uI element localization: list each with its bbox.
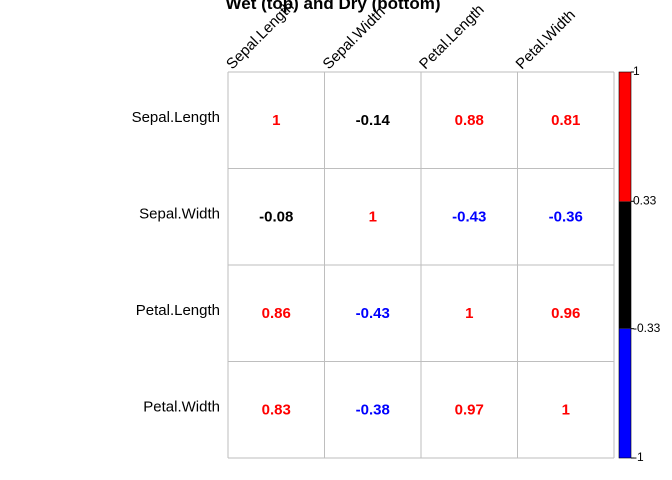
legend-tick-label: -1	[633, 450, 644, 464]
row-label: Petal.Width	[143, 399, 220, 416]
cell-value: -0.43	[452, 209, 486, 226]
cell-value: 0.88	[455, 112, 484, 129]
legend-tick-label: 1	[633, 64, 640, 78]
cell-value: 1	[369, 209, 377, 226]
cell-value: 0.83	[262, 402, 291, 419]
cell-value: -0.14	[356, 112, 391, 129]
legend-band	[619, 72, 631, 202]
legend-frame	[618, 71, 632, 459]
row-labels: Sepal.Length Sepal.Width Petal.Length Petal…	[132, 109, 220, 416]
legend-tick-label: -0.33	[633, 321, 661, 335]
row-label: Petal.Length	[136, 302, 220, 319]
legend-band	[619, 328, 631, 458]
row-label: Sepal.Width	[139, 206, 220, 223]
cell-value: 1	[562, 402, 570, 419]
color-legend: 1 0.33 -0.33 -1	[618, 64, 661, 464]
cell-value: -0.43	[356, 305, 390, 322]
cell-value: 0.97	[455, 402, 484, 419]
cell-values: 1 -0.14 0.88 0.81 -0.08 1 -0.43 -0.36 0.86 -0.43 1…	[259, 112, 583, 419]
row-label: Sepal.Length	[132, 109, 220, 126]
chart-title: Wet (top) and Dry (bottom)	[226, 0, 441, 13]
column-label: Sepal.Width	[320, 4, 389, 73]
cell-value: 0.86	[262, 305, 291, 322]
cell-value: 0.81	[551, 112, 580, 129]
cell-value: -0.38	[356, 402, 390, 419]
grid-layer	[227, 71, 615, 459]
cell-value: 1	[465, 305, 473, 322]
cell-value: 0.96	[551, 305, 580, 322]
cell-value: 1	[272, 112, 280, 129]
cell-value: -0.08	[259, 209, 293, 226]
legend-tick-label: 0.33	[633, 193, 657, 207]
legend-band	[619, 201, 631, 329]
cell-value: -0.36	[549, 209, 583, 226]
column-label: Petal.Width	[513, 7, 579, 73]
